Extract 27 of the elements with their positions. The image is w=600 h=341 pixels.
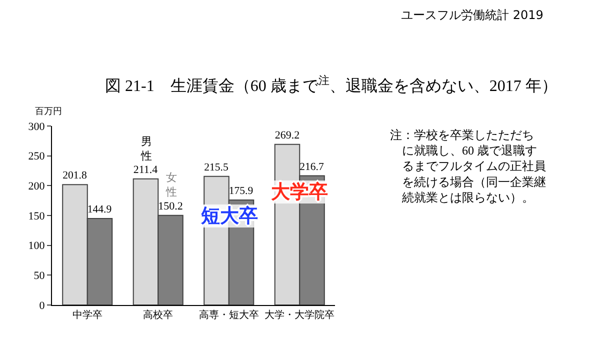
- y-axis-title: 百万円: [35, 106, 62, 116]
- data-label: 175.9: [228, 185, 254, 198]
- y-tick-label: 300: [28, 120, 46, 133]
- x-tick-label: 高校卒: [143, 309, 174, 321]
- y-tick-label: 100: [28, 240, 46, 252]
- y-tick-label: 150: [28, 210, 46, 222]
- series-label: 女性: [165, 172, 177, 198]
- x-tick-label: 高専・短大卒: [198, 309, 259, 321]
- data-label: 201.8: [62, 170, 87, 182]
- annotation: 短大卒: [200, 205, 258, 227]
- x-tick-label: 中学卒: [72, 309, 102, 321]
- text: ユースフル労働統計 2019: [401, 8, 544, 22]
- data-label: 150.2: [158, 200, 183, 212]
- data-label: 144.9: [87, 204, 112, 216]
- y-tick-label: 50: [34, 270, 46, 282]
- text: 注：学校を卒業したただちに就職し、60 歳で退職するまでフルタイムの正社員を続ける場合（同一企業継続就業とは限らない）。: [390, 128, 546, 204]
- annotation: 大学卒: [271, 181, 328, 203]
- data-label: 269.2: [274, 129, 300, 142]
- y-tick-label: 200: [28, 180, 46, 193]
- chart-title: 図 21-1 生涯賃金（60 歳まで$^{注}$、退職金を含めない、2017 年）: [105, 74, 558, 95]
- data-label: 216.7: [300, 160, 324, 173]
- y-tick-label: 250: [28, 150, 46, 163]
- data-label: 215.5: [204, 161, 228, 174]
- series-label: 男性: [140, 136, 152, 162]
- data-label: 211.4: [133, 164, 158, 176]
- y-tick-label: 0: [39, 300, 46, 312]
- x-tick-label: 大学・大学院卒: [264, 309, 335, 321]
